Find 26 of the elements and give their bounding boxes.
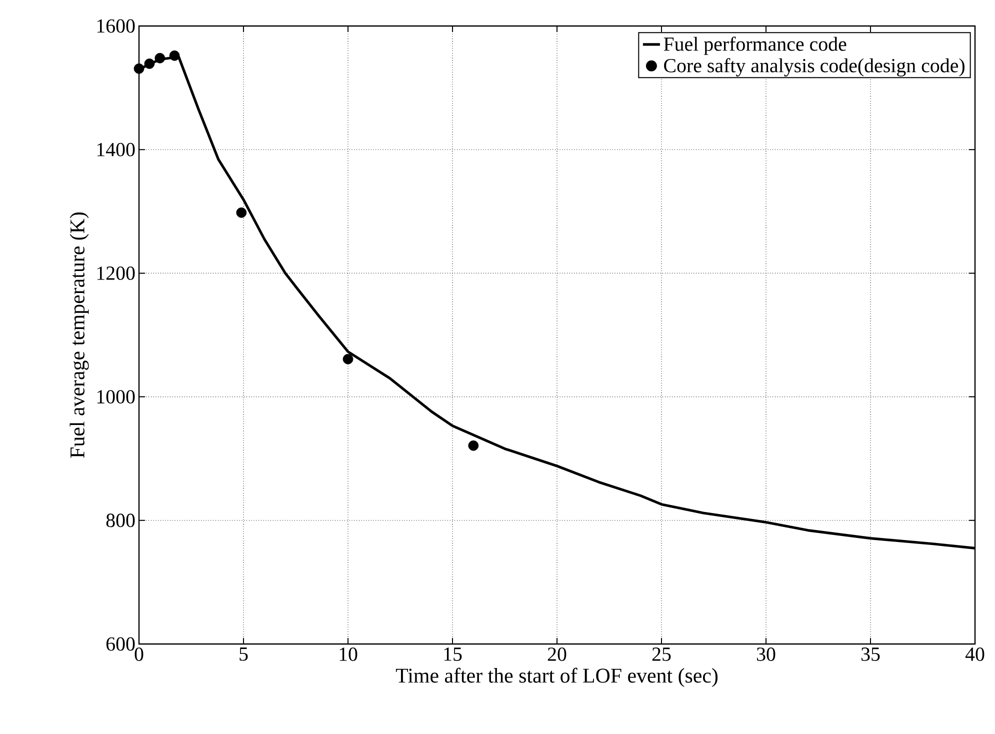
x-tick-label: 20	[548, 648, 566, 661]
point	[134, 63, 144, 74]
x-tick-label: 10	[340, 648, 358, 661]
x-tick-label: 25	[652, 648, 671, 661]
x-tick-label: 35	[861, 648, 880, 661]
legend-label: Fuel performance code	[664, 36, 846, 55]
y-axis-title: Fuel average temperature (K)	[70, 212, 89, 458]
x-tick-label: 5	[240, 648, 248, 661]
x-tick-label: 15	[444, 648, 462, 661]
y-tick-label: 600	[106, 637, 135, 651]
point	[342, 354, 354, 364]
x-tick-label: 30	[756, 648, 776, 661]
y-tick-label: 800	[106, 514, 135, 528]
point	[236, 207, 247, 218]
y-tick-label: 1400	[97, 142, 135, 156]
y-tick-label: 1600	[97, 19, 135, 33]
legend-label: Core safty analysis code(design code)	[664, 58, 964, 76]
x-tick-label: 0	[134, 648, 144, 661]
point	[144, 58, 155, 69]
x-tick-label: 40	[965, 648, 984, 661]
y-tick-label: 1200	[97, 266, 135, 280]
y-tick-label: 1000	[97, 390, 135, 404]
point	[154, 52, 166, 64]
x-axis-title: Time after the start of LOF event (sec)	[396, 668, 718, 687]
point	[468, 440, 479, 451]
point	[169, 50, 180, 61]
